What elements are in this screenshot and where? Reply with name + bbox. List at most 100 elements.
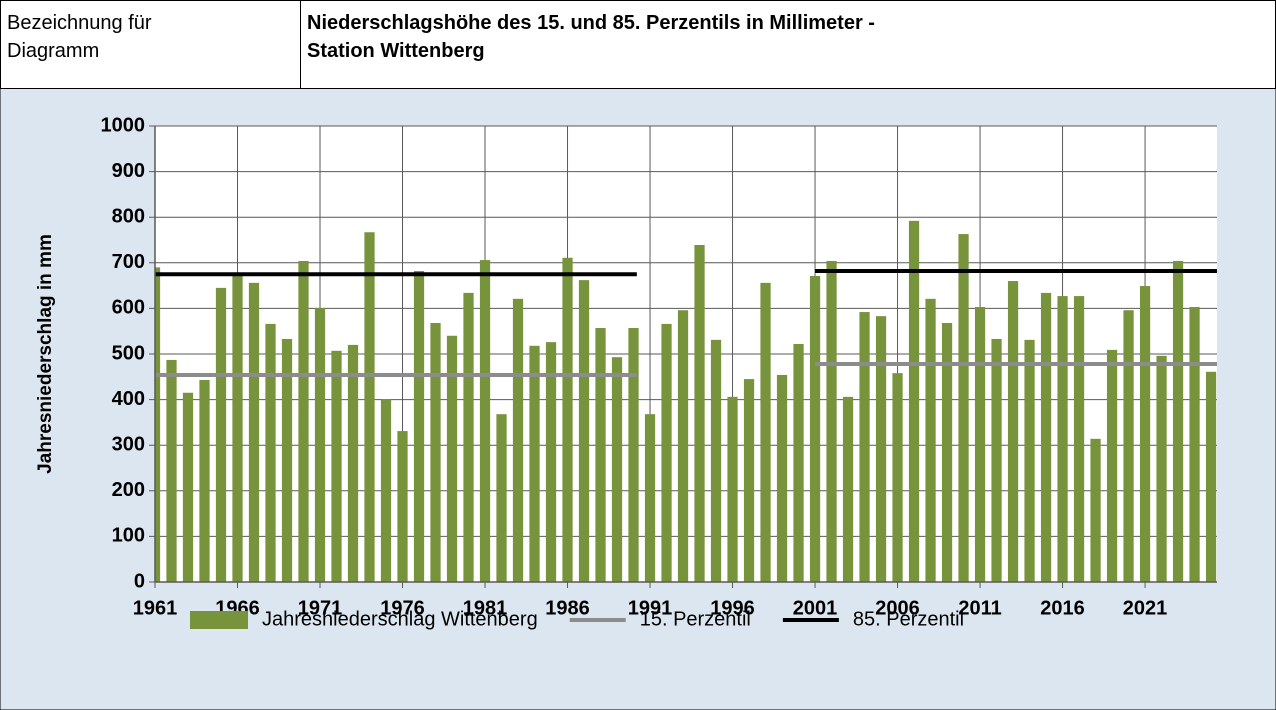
bar (1024, 339, 1035, 582)
bar (727, 396, 738, 582)
bar (743, 379, 755, 582)
bar (595, 328, 606, 582)
bar (1156, 355, 1167, 582)
bar (364, 232, 375, 582)
bar (677, 310, 689, 582)
legend-label: Jahresniederschlag Wittenberg (262, 608, 538, 630)
percentile-line (155, 362, 1217, 377)
bar (908, 220, 920, 582)
bar (1172, 260, 1184, 582)
y-tick-label: 800 (112, 205, 145, 227)
bar (479, 260, 491, 582)
plot-marks (155, 220, 1217, 582)
y-tick-label: 700 (112, 251, 145, 273)
bar (397, 431, 408, 582)
x-tick-label: 1971 (298, 597, 343, 619)
bar (529, 345, 540, 582)
bar (578, 280, 590, 582)
bar (545, 342, 557, 582)
x-tick-label: 2001 (793, 597, 838, 619)
bar (1073, 296, 1085, 582)
bar (512, 298, 524, 582)
bar (892, 373, 903, 582)
bar (562, 257, 573, 582)
title-cell: Niederschlagshöhe des 15. und 85. Perzen… (300, 0, 1276, 89)
bar (661, 323, 672, 582)
bar (155, 267, 161, 582)
y-tick-label: 100 (112, 525, 145, 547)
label-cell: Bezeichnung für Diagramm (0, 0, 301, 89)
bar (298, 260, 309, 582)
bar (199, 379, 210, 582)
x-tick-label: 2006 (875, 597, 920, 619)
y-axis-title: Jahresniederschlag in mm (35, 234, 56, 474)
y-tick-label: 300 (112, 433, 145, 455)
bar (248, 282, 260, 582)
bar (859, 312, 870, 582)
bar (232, 275, 243, 582)
x-tick-label: 2011 (958, 597, 1001, 619)
x-tick-label: 1981 (463, 597, 508, 619)
bar (1090, 438, 1101, 582)
bar (1189, 307, 1200, 582)
y-tick-label: 1000 (101, 114, 146, 136)
bar (1205, 371, 1217, 582)
bar (166, 359, 177, 582)
bar (1007, 281, 1019, 582)
bar (331, 350, 342, 582)
bar (496, 414, 507, 582)
bar (215, 287, 227, 582)
y-tick-label: 900 (112, 160, 145, 182)
bar (644, 414, 656, 582)
bar (463, 292, 474, 582)
bar (776, 374, 788, 582)
bar (809, 276, 821, 582)
y-tick-label: 400 (112, 388, 145, 410)
x-tick-label: 2016 (1040, 597, 1085, 619)
bar (842, 396, 854, 582)
bar (182, 392, 194, 582)
bar (925, 298, 936, 582)
y-tick-label: 200 (112, 479, 145, 501)
bar (991, 338, 1002, 582)
legend-label: 85. Perzentil (853, 608, 964, 630)
x-tick-label: 1986 (545, 597, 590, 619)
bar (793, 343, 804, 582)
bar (1123, 310, 1134, 582)
bar (265, 323, 276, 582)
y-tick-label: 0 (134, 570, 145, 592)
bar (314, 307, 326, 582)
x-tick-label: 2021 (1123, 597, 1168, 619)
x-tick-label: 1996 (710, 597, 755, 619)
bar (628, 328, 639, 582)
bar (430, 322, 441, 582)
bar (446, 335, 458, 582)
bar (760, 282, 771, 582)
bar (875, 316, 887, 582)
y-tick-label: 600 (112, 297, 145, 319)
bar (1057, 296, 1068, 582)
bar (611, 357, 623, 582)
bar (1139, 286, 1151, 582)
bar (826, 260, 837, 582)
bar (1106, 349, 1118, 582)
legend-label: 15. Perzentil (640, 608, 751, 630)
bar (974, 307, 986, 582)
legend-swatch (190, 611, 248, 629)
bar (1040, 292, 1052, 582)
y-tick-label: 500 (112, 342, 145, 364)
bar (958, 234, 969, 582)
bar (347, 344, 359, 582)
bar (710, 339, 722, 582)
percentile-line (155, 269, 1217, 277)
bar (413, 271, 425, 582)
bar (694, 245, 705, 582)
bar (380, 399, 392, 582)
bar (941, 322, 953, 582)
x-tick-label: 1991 (628, 597, 673, 619)
x-tick-label: 1961 (133, 597, 178, 619)
bar (281, 338, 293, 582)
x-tick-label: 1976 (380, 597, 425, 619)
